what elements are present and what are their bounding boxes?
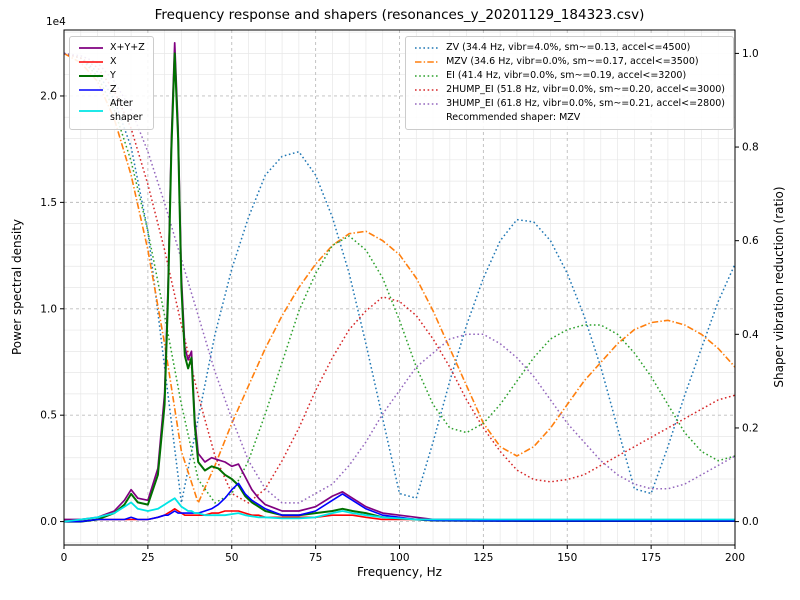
legend-psd-line-swatch-x (79, 61, 103, 63)
y-right-tick-label: 0.4 (742, 329, 759, 341)
axis-ticks: 0 25 50 75 100 125 150 175 200 0.0 0.5 1.0 1.5 2.0 0.0… (40, 48, 759, 564)
x-tick-label: 50 (225, 552, 238, 564)
legend-shapers-label-3hump-ei: 3HUMP_EI (61.8 Hz, vibr=0.0%, sm~=0.21, … (446, 98, 725, 109)
x-tick-label: 25 (141, 552, 154, 564)
legend-psd-label-x-y-z: X+Y+Z (110, 42, 145, 53)
y-left-tick-label: 2.0 (40, 90, 57, 102)
y-right-tick-label: 0.6 (742, 235, 759, 247)
legend-psd-label-after-shaper: After shaper (110, 98, 143, 123)
series-line-z (64, 482, 735, 523)
y-left-offset-label: 1e4 (46, 16, 66, 28)
y-left-tick-label: 0.0 (40, 516, 57, 528)
legend-psd-item-x-y-z: X+Y+Z (78, 41, 145, 55)
series-line-x-y-z (64, 41, 735, 522)
legend-psd-label-y: Y (110, 70, 116, 81)
legend-psd-line-swatch-after-shaper (79, 110, 103, 112)
legend-shapers-line-swatch-2hump-ei (415, 89, 440, 91)
legend-psd-item-y: Y (78, 69, 145, 83)
legend-shapers: ZV (34.4 Hz, vibr=4.0%, sm~=0.13, accel<… (405, 36, 734, 130)
series-line-ei (64, 52, 735, 504)
legend-shapers-label-2hump-ei: 2HUMP_EI (51.8 Hz, vibr=0.0%, sm~=0.20, … (446, 84, 725, 95)
legend-shapers-line-swatch-ei (415, 75, 440, 77)
series-shapers (64, 52, 735, 506)
legend-shapers-item-ei: EI (41.4 Hz, vibr=0.0%, sm~=0.19, accel<… (414, 69, 725, 83)
legend-shapers-item-3hump-ei: 3HUMP_EI (61.8 Hz, vibr=0.0%, sm~=0.21, … (414, 97, 725, 111)
legend-psd-label-x: X (110, 56, 117, 67)
y-right-tick-label: 0.0 (742, 516, 759, 528)
legend-shapers-item-mzv: MZV (34.6 Hz, vibr=0.0%, sm~=0.17, accel… (414, 55, 725, 69)
y-left-tick-label: 1.5 (40, 197, 57, 209)
legend-psd-label-z: Z (110, 84, 117, 95)
series-line-3hump-ei (64, 52, 735, 504)
recommended-shaper-note: Recommended shaper: MZV (446, 112, 581, 123)
legend-shapers-line-swatch-zv (415, 47, 440, 49)
legend-shapers-label-zv: ZV (34.4 Hz, vibr=4.0%, sm~=0.13, accel<… (446, 42, 691, 53)
x-tick-label: 150 (557, 552, 577, 564)
legend-shapers-label-mzv: MZV (34.6 Hz, vibr=0.0%, sm~=0.17, accel… (446, 56, 699, 67)
chart-title: Frequency response and shapers (resonanc… (154, 7, 645, 23)
x-tick-label: 0 (61, 552, 68, 564)
legend-psd-item-z: Z (78, 83, 145, 97)
x-tick-label: 75 (309, 552, 322, 564)
y-right-tick-label: 1.0 (742, 48, 759, 60)
legend-psd-item-x: X (78, 55, 145, 69)
y-right-tick-label: 0.8 (742, 142, 759, 154)
y-left-tick-label: 0.5 (40, 410, 57, 422)
series-psd (64, 41, 735, 523)
legend-shapers-item-zv: ZV (34.4 Hz, vibr=4.0%, sm~=0.13, accel<… (414, 41, 725, 55)
y-axis-label-right: Shaper vibration reduction (ratio) (772, 186, 786, 388)
legend-shaper-items: ZV (34.4 Hz, vibr=4.0%, sm~=0.13, accel<… (414, 41, 725, 111)
legend-psd: X+Y+Z X Y Z After shaper (69, 36, 154, 130)
legend-psd-line-swatch-x-y-z (79, 47, 103, 49)
y-left-tick-label: 1.0 (40, 303, 57, 315)
legend-psd-line-swatch-z (79, 89, 103, 91)
legend-psd-line-swatch-y (79, 75, 103, 77)
x-tick-label: 100 (389, 552, 409, 564)
y-axis-label-left: Power spectral density (10, 218, 24, 356)
x-tick-label: 200 (725, 552, 745, 564)
x-axis-label: Frequency, Hz (357, 565, 442, 579)
legend-shapers-line-swatch-mzv (415, 61, 440, 63)
series-line-mzv (64, 52, 735, 506)
legend-shapers-line-swatch-3hump-ei (415, 103, 440, 105)
legend-psd-items: X+Y+Z X Y Z After shaper (78, 41, 145, 125)
y-right-tick-label: 0.2 (742, 422, 759, 434)
x-tick-label: 125 (473, 552, 493, 564)
series-line-after-shaper (64, 497, 735, 523)
x-tick-label: 175 (641, 552, 661, 564)
legend-shapers-item-2hump-ei: 2HUMP_EI (51.8 Hz, vibr=0.0%, sm~=0.20, … (414, 83, 725, 97)
legend-psd-item-after-shaper: After shaper (78, 97, 145, 125)
legend-shapers-label-ei: EI (41.4 Hz, vibr=0.0%, sm~=0.19, accel<… (446, 70, 687, 81)
